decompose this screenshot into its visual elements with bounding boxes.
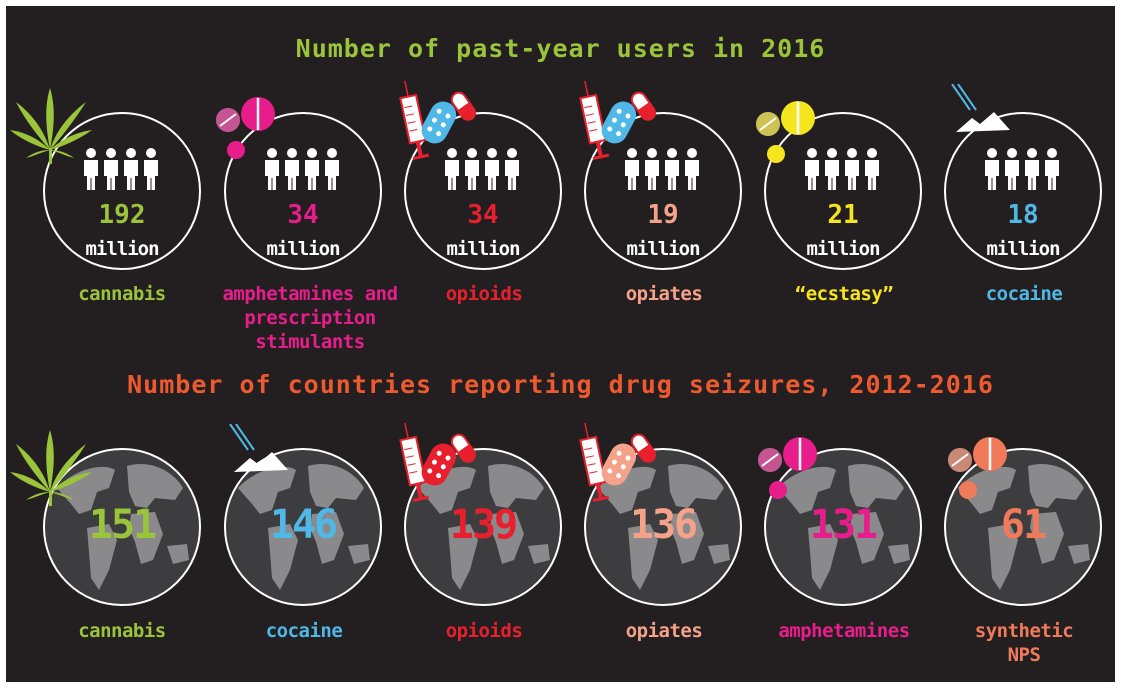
pills-icon	[212, 96, 280, 162]
users-unit: million	[446, 238, 520, 260]
syringe-pills-icon	[394, 80, 484, 166]
seizures-amphetamines-globe: 131	[764, 448, 922, 606]
users-unit: million	[85, 238, 159, 260]
people-icon	[946, 148, 1100, 190]
users-value: 192	[98, 200, 146, 230]
users-label: cocaine	[985, 283, 1063, 305]
seizures-value: 146	[269, 502, 338, 548]
seizures-label: opioids	[445, 620, 523, 642]
cocaine-icon	[228, 424, 292, 476]
seizures-opiates-globe: 136	[584, 448, 742, 606]
users-unit: million	[266, 238, 340, 260]
syringe-pills-icon	[394, 422, 484, 508]
users-value: 19	[647, 200, 679, 230]
seizures-value: 136	[629, 502, 698, 548]
users-value: 34	[467, 200, 499, 230]
users-opioids-circle: 34 million	[404, 112, 562, 270]
users-label: cannabis	[78, 283, 166, 305]
cocaine-icon	[950, 84, 1014, 136]
seizures-label: opiates	[625, 620, 703, 642]
users-value: 21	[827, 200, 859, 230]
syringe-pills-icon	[574, 80, 664, 166]
users-ecstasy-circle: 21 million	[764, 112, 922, 270]
users-cocaine-circle: 18 million	[944, 112, 1102, 270]
seizures-label: synthetic NPS	[974, 620, 1074, 666]
background-panel	[6, 6, 1115, 682]
seizures-value: 131	[809, 502, 878, 548]
people-icon	[586, 148, 740, 190]
users-label: opioids	[445, 283, 523, 305]
people-icon	[766, 148, 920, 190]
seizures-section-title: Number of countries reporting drug seizu…	[127, 370, 994, 399]
seizures-cannabis-globe: 151	[43, 448, 201, 606]
syringe-pills-icon	[574, 422, 664, 508]
users-opiates-circle: 19 million	[584, 112, 742, 270]
users-label: amphetamines and prescription stimulants	[222, 283, 398, 353]
pills-icon	[754, 436, 822, 502]
pills-icon	[944, 436, 1012, 502]
users-unit: million	[626, 238, 700, 260]
users-section-title: Number of past-year users in 2016	[295, 34, 826, 63]
seizures-cocaine-globe: 146	[224, 448, 382, 606]
people-icon	[406, 148, 560, 190]
seizures-value: 151	[88, 502, 157, 548]
cannabis-leaf-icon	[10, 430, 92, 506]
users-unit: million	[986, 238, 1060, 260]
users-label: “ecstasy”	[794, 283, 894, 305]
seizures-value: 139	[449, 502, 518, 548]
seizures-opioids-globe: 139	[404, 448, 562, 606]
users-cannabis-circle: 192 million	[43, 112, 201, 270]
people-icon	[226, 148, 380, 190]
seizures-label: amphetamines	[778, 620, 910, 642]
seizures-nps-globe: 61	[944, 448, 1102, 606]
pills-icon	[752, 100, 820, 166]
users-amphetamines-circle: 34 million	[224, 112, 382, 270]
cannabis-leaf-icon	[10, 88, 92, 164]
users-unit: million	[806, 238, 880, 260]
people-icon	[45, 148, 199, 190]
users-value: 34	[287, 200, 319, 230]
users-value: 18	[1007, 200, 1039, 230]
seizures-value: 61	[1000, 502, 1047, 548]
seizures-label: cocaine	[265, 620, 343, 642]
seizures-label: cannabis	[78, 620, 166, 642]
users-label: opiates	[625, 283, 703, 305]
